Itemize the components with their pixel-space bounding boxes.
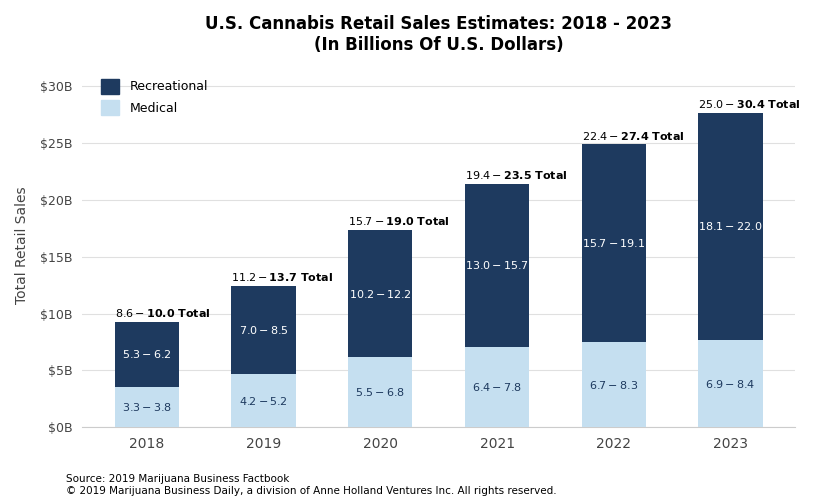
Text: $13.0-$15.7: $13.0-$15.7 (465, 259, 529, 271)
Text: $6.4-$7.8: $6.4-$7.8 (472, 381, 522, 393)
Bar (582, 342, 646, 427)
Text: $7.0-$8.5: $7.0-$8.5 (239, 324, 288, 336)
Bar (699, 340, 762, 427)
Bar (582, 144, 646, 342)
Text: $5.5-$6.8: $5.5-$6.8 (355, 386, 406, 398)
Bar (115, 387, 179, 427)
Text: $6.7-$8.3: $6.7-$8.3 (589, 379, 638, 391)
Bar (465, 347, 529, 427)
Text: $11.2-$13.7 Total: $11.2-$13.7 Total (231, 271, 334, 283)
Bar (349, 230, 412, 357)
Text: $18.1-$22.0: $18.1-$22.0 (698, 220, 762, 232)
Text: $8.6-$10.0 Total: $8.6-$10.0 Total (115, 307, 211, 319)
Legend: Recreational, Medical: Recreational, Medical (96, 74, 213, 120)
Y-axis label: Total Retail Sales: Total Retail Sales (15, 187, 29, 304)
Bar (699, 113, 762, 340)
Text: $5.3-$6.2: $5.3-$6.2 (122, 348, 172, 360)
Bar (231, 374, 296, 427)
Text: $4.2-$5.2: $4.2-$5.2 (240, 394, 288, 406)
Bar (115, 322, 179, 387)
Text: $25.0-$30.4 Total: $25.0-$30.4 Total (699, 98, 801, 110)
Text: $3.3-$3.8: $3.3-$3.8 (121, 401, 172, 413)
Text: $6.9-$8.4: $6.9-$8.4 (705, 378, 756, 390)
Text: $15.7-$19.0 Total: $15.7-$19.0 Total (349, 215, 450, 227)
Bar (231, 286, 296, 374)
Text: $19.4-$23.5 Total: $19.4-$23.5 Total (465, 169, 567, 181)
Bar (465, 183, 529, 347)
Text: $10.2-$12.2: $10.2-$12.2 (349, 288, 411, 300)
Title: U.S. Cannabis Retail Sales Estimates: 2018 - 2023
(In Billions Of U.S. Dollars): U.S. Cannabis Retail Sales Estimates: 20… (205, 15, 672, 54)
Text: $22.4-$27.4 Total: $22.4-$27.4 Total (582, 129, 685, 141)
Text: Source: 2019 Marijuana Business Factbook
© 2019 Marijuana Business Daily, a divi: Source: 2019 Marijuana Business Factbook… (66, 474, 557, 496)
Text: $15.7-$19.1: $15.7-$19.1 (582, 237, 645, 249)
Bar (349, 357, 412, 427)
